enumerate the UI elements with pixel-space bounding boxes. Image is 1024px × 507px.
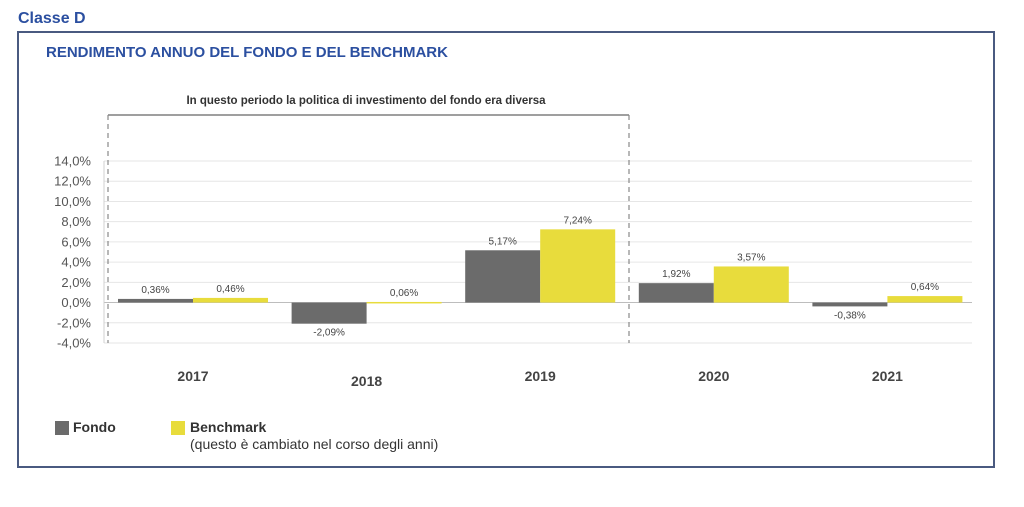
data-label-benchmark-2018: 0,06%: [390, 288, 418, 299]
bars: [118, 229, 963, 324]
data-label-benchmark-2017: 0,46%: [216, 284, 244, 295]
period-bracket: In questo periodo la politica di investi…: [107, 95, 630, 343]
legend-label-fondo: Fondo: [73, 419, 116, 435]
classe-label: Classe D: [18, 10, 86, 27]
bar-fondo-2017: [118, 298, 193, 303]
y-tick-label: 6,0%: [61, 234, 91, 249]
data-label-fondo-2021: -0,38%: [834, 310, 866, 321]
legend-swatch-benchmark: [171, 421, 185, 435]
data-label-fondo-2018: -2,09%: [313, 328, 345, 339]
chart-frame: [17, 31, 995, 468]
data-label-fondo-2020: 1,92%: [662, 269, 690, 280]
bar-fondo-2019: [465, 250, 541, 303]
y-tick-label: 2,0%: [61, 275, 91, 290]
data-label-benchmark-2019: 7,24%: [564, 215, 592, 226]
data-labels: 0,36% 0,46% -2,09% 0,06% 5,17% 7,24% 1,92% 3,57…: [141, 215, 939, 338]
y-axis-ticks: 14,0% 12,0% 10,0% 8,0% 6,0% 4,0% 2,0% 0,0% -2,0%…: [54, 154, 91, 351]
bar-benchmark-2017: [193, 297, 268, 303]
bar-benchmark-2020: [713, 266, 789, 303]
x-category-2020: 2020: [698, 368, 729, 384]
legend-benchmark-note: (questo è cambiato nel corso degli anni): [190, 436, 439, 452]
y-tick-label: 4,0%: [61, 255, 91, 270]
y-tick-label: -4,0%: [57, 336, 91, 351]
y-tick-label: 12,0%: [54, 174, 91, 189]
data-label-fondo-2019: 5,17%: [489, 236, 517, 247]
legend-swatch-fondo: [55, 421, 69, 435]
y-tick-label: -2,0%: [57, 315, 91, 330]
data-label-benchmark-2021: 0,64%: [911, 282, 939, 293]
y-tick-label: 10,0%: [54, 194, 91, 209]
data-label-fondo-2017: 0,36%: [141, 285, 169, 296]
x-category-2019: 2019: [525, 368, 556, 384]
x-axis-categories: 2017 2018 2019 2020 2021: [177, 368, 903, 389]
bar-fondo-2018: [291, 302, 367, 324]
bar-benchmark-2019: [540, 229, 616, 303]
bar-fondo-2020: [638, 283, 714, 303]
period-annotation: In questo periodo la politica di investi…: [186, 95, 546, 107]
x-category-2017: 2017: [177, 368, 208, 384]
data-label-benchmark-2020: 3,57%: [737, 252, 765, 263]
x-category-2021: 2021: [872, 368, 903, 384]
y-tick-label: 8,0%: [61, 214, 91, 229]
bar-fondo-2021: [812, 302, 888, 307]
x-category-2018: 2018: [351, 373, 382, 389]
chart-title: RENDIMENTO ANNUO DEL FONDO E DEL BENCHMA…: [46, 44, 448, 61]
y-tick-label: 14,0%: [54, 154, 91, 169]
y-tick-label: 0,0%: [61, 295, 91, 310]
bar-benchmark-2018: [366, 301, 442, 304]
bar-benchmark-2021: [887, 296, 963, 303]
legend-label-benchmark: Benchmark: [190, 419, 267, 435]
